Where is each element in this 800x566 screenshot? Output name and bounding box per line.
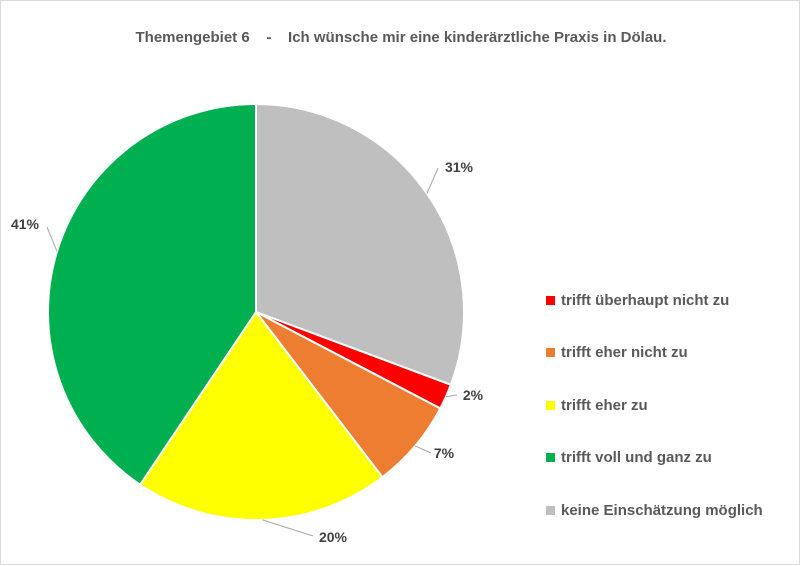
legend-item: trifft voll und ganz zu (546, 445, 763, 471)
chart-title: Themengebiet 6 - Ich wünsche mir eine ki… (135, 29, 667, 46)
leader-lines (46, 167, 458, 537)
data-label: 31% (445, 159, 474, 175)
legend-swatch (546, 453, 555, 462)
legend-label: trifft überhaupt nicht zu (561, 291, 730, 309)
pie-slice (138, 310, 384, 521)
leader-line (46, 226, 58, 252)
legend-item: trifft eher nicht zu (546, 340, 763, 366)
legend-label: trifft eher zu (561, 396, 648, 414)
leader-line (426, 167, 439, 194)
pie-slice (47, 102, 257, 487)
data-label: 2% (463, 387, 484, 403)
legend-item: trifft eher zu (546, 392, 763, 418)
legend-swatch (546, 348, 555, 357)
leader-line (445, 394, 458, 398)
legend: trifft überhaupt nicht zu trifft eher nic… (546, 287, 763, 550)
legend-item: trifft überhaupt nicht zu (546, 287, 763, 313)
data-labels: 31% 2% 7% 20% 41% (11, 159, 484, 545)
legend-swatch (546, 295, 555, 305)
legend-label: trifft voll und ganz zu (561, 449, 712, 466)
legend-label: trifft eher nicht zu (561, 344, 688, 361)
data-label: 41% (11, 216, 40, 232)
leader-line (414, 445, 432, 454)
legend-label: keine Einschätzung möglich (561, 501, 763, 519)
legend-swatch (546, 400, 555, 410)
data-label: 7% (434, 445, 455, 461)
legend-swatch (546, 505, 555, 515)
pie-slice (255, 102, 465, 387)
pie-slices (47, 102, 465, 521)
legend-item: keine Einschätzung möglich (546, 497, 763, 523)
data-label: 20% (319, 529, 348, 545)
leader-line (262, 519, 314, 537)
